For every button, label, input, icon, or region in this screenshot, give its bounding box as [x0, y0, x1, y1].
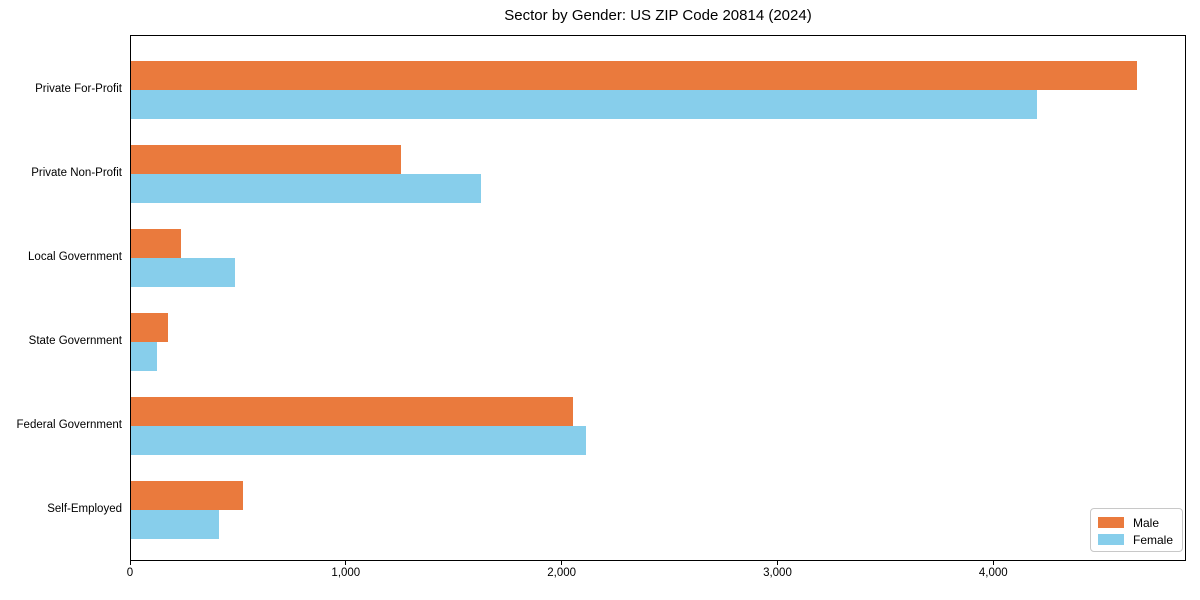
x-tick-label-0: 0 — [126, 567, 134, 579]
legend-item-female: Female — [1098, 531, 1175, 548]
y-tick-label-state-government: State Government — [28, 334, 122, 347]
bar-female-private-for-profit — [131, 90, 1038, 119]
legend-label-female: Female — [1133, 532, 1174, 547]
bar-female-local-government — [131, 257, 235, 287]
bar-male-local-government — [131, 228, 181, 258]
x-tick-label-2-000: 2,000 — [547, 567, 577, 579]
legend: Male Female — [1090, 508, 1183, 552]
bar-female-private-non-profit — [131, 173, 481, 203]
bar-male-federal-government — [131, 396, 574, 426]
bar-male-self-employed — [131, 480, 244, 510]
x-tick-mark-2-000 — [561, 561, 563, 565]
y-tick-label-private-non-profit: Private Non-Profit — [31, 166, 122, 179]
x-tick-label-3-000: 3,000 — [763, 567, 792, 579]
bar-male-private-for-profit — [131, 61, 1137, 90]
x-tick-label-1-000: 1,000 — [331, 567, 361, 579]
bar-female-state-government — [131, 341, 157, 371]
bar-male-private-non-profit — [131, 144, 401, 174]
y-tick-label-federal-government: Federal Government — [16, 418, 122, 431]
bar-female-federal-government — [131, 425, 587, 455]
y-tick-label-private-for-profit: Private For-Profit — [35, 83, 122, 95]
bar-male-state-government — [131, 312, 168, 342]
legend-swatch-female — [1098, 534, 1124, 545]
y-tick-label-self-employed: Self-Employed — [47, 502, 122, 515]
x-tick-label-4-000: 4,000 — [978, 567, 1008, 579]
x-tick-mark-3-000 — [776, 561, 778, 565]
y-tick-label-local-government: Local Government — [28, 250, 122, 263]
legend-item-male: Male — [1098, 514, 1175, 531]
x-tick-mark-4-000 — [992, 561, 994, 565]
x-tick-mark-0 — [129, 561, 131, 565]
bar-female-self-employed — [131, 509, 220, 539]
legend-label-male: Male — [1133, 515, 1160, 530]
chart-title: Sector by Gender: US ZIP Code 20814 (202… — [504, 7, 812, 24]
x-tick-mark-1-000 — [345, 561, 347, 565]
legend-swatch-male — [1098, 517, 1124, 528]
plot-area — [130, 35, 1186, 561]
